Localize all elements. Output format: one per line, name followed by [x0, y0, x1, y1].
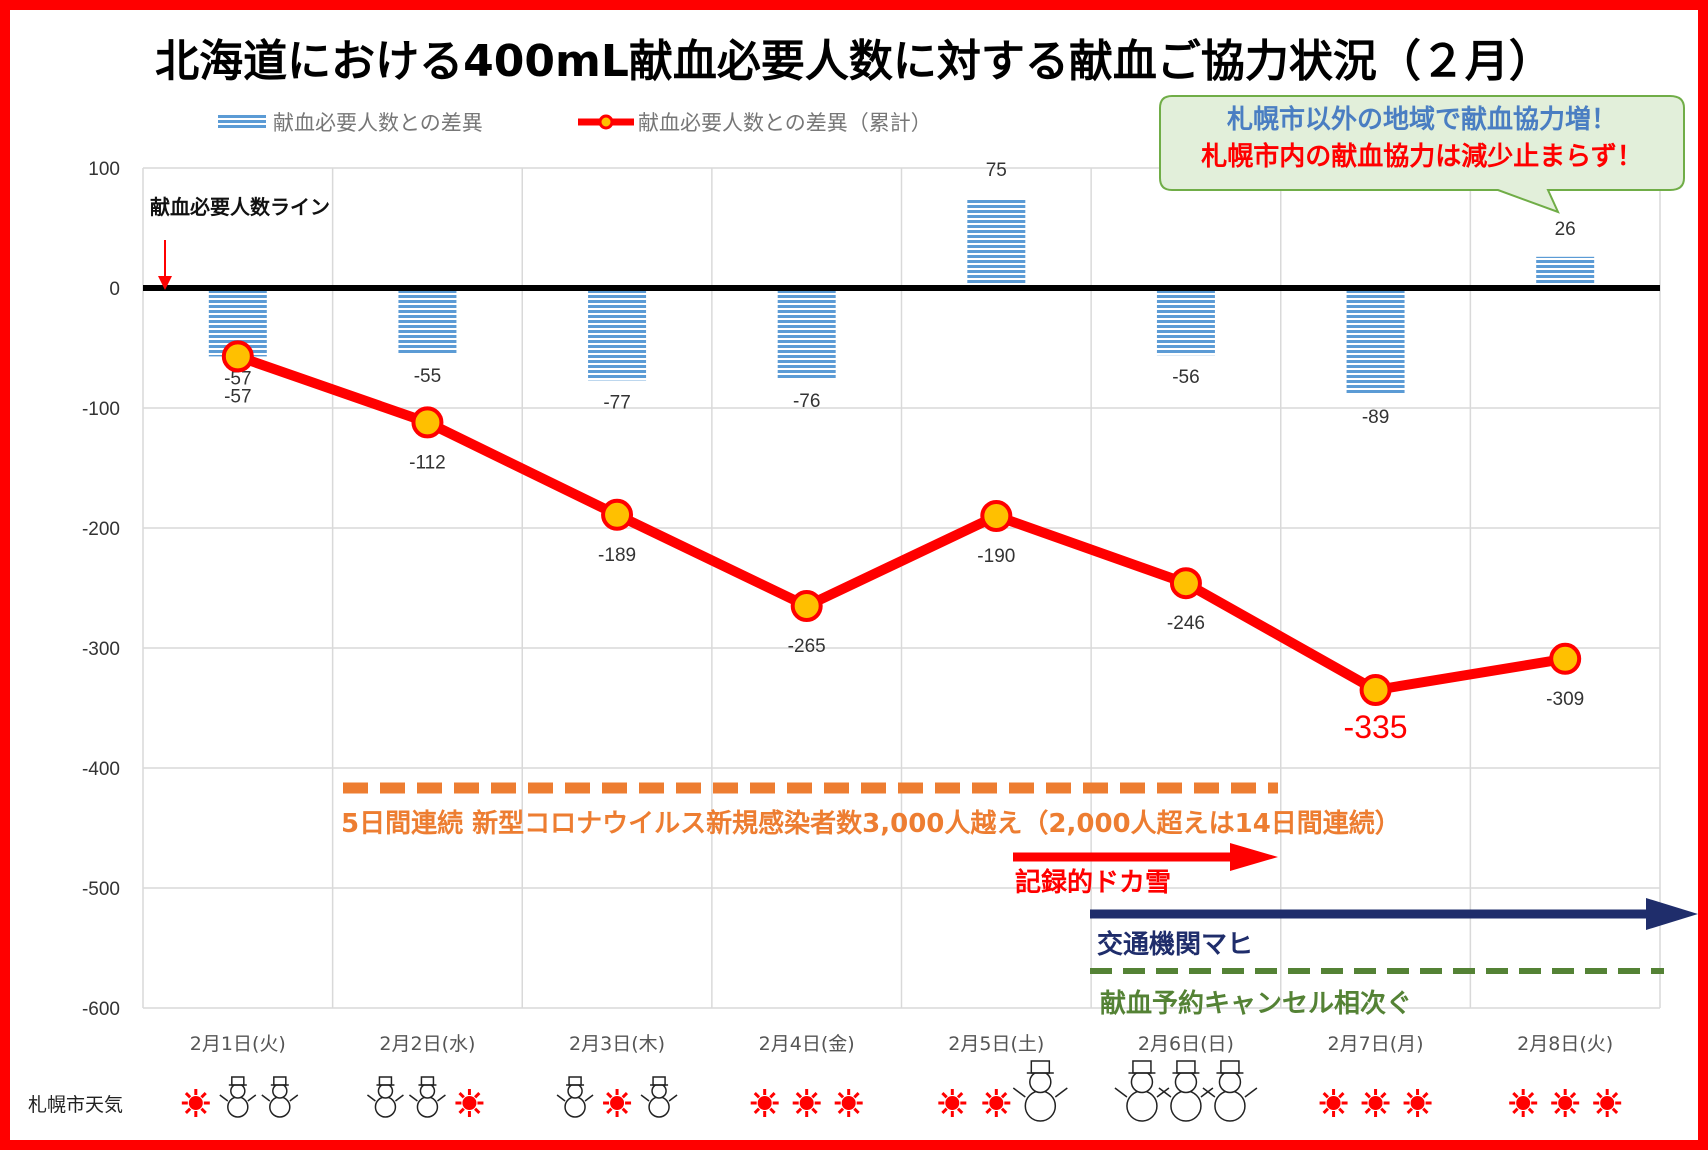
- x-category-label: 2月6日(日): [1138, 1033, 1234, 1055]
- y-tick-label: -500: [82, 879, 120, 900]
- snowman-icon: [1114, 1060, 1170, 1122]
- snowman-icon: [408, 1076, 446, 1118]
- cancel-note: 献血予約キャンセル相次ぐ: [1100, 988, 1412, 1019]
- x-category-label: 2月7日(月): [1328, 1033, 1424, 1055]
- snowman-icon: [556, 1076, 594, 1118]
- chart-title: 北海道における400mL献血必要人数に対する献血ご協力状況（２月）: [155, 36, 1553, 87]
- callout-line-1: 札幌市以外の地域で献血協力増！: [1227, 104, 1617, 135]
- sun-icon: [181, 1089, 210, 1117]
- sun-icon: [834, 1089, 863, 1117]
- bar-data-label: 26: [1555, 219, 1576, 240]
- legend-line-marker: [598, 114, 614, 130]
- bar: [777, 288, 836, 380]
- bar: [1346, 288, 1405, 395]
- y-tick-label: 0: [109, 279, 120, 300]
- baseline-arrow-head: [158, 276, 172, 290]
- bar-data-label: -77: [603, 392, 630, 413]
- y-tick-label: -100: [82, 399, 120, 420]
- line-marker: [601, 498, 634, 531]
- snow-note: 記録的ドカ雪: [1015, 867, 1171, 898]
- x-category-label: 2月5日(土): [948, 1033, 1044, 1055]
- snowman-icon: [1158, 1060, 1214, 1122]
- line-marker: [221, 340, 254, 373]
- y-tick-label: -300: [82, 639, 120, 660]
- y-tick-label: -600: [82, 999, 120, 1020]
- callout-bubble: [1159, 95, 1685, 214]
- line-data-label: -112: [409, 452, 446, 473]
- line-data-label: -309: [1546, 689, 1584, 710]
- sun-icon: [938, 1089, 967, 1117]
- callout: 札幌市以外の地域で献血協力増！ 札幌市内の献血協力は減少止まらず！: [1159, 95, 1685, 214]
- x-category-label: 2月4日(金): [759, 1033, 855, 1055]
- x-axis-categories: 2月1日(火) 2月2日(水) 2月3日(木) 2月4日(金) 2月5日(土) 2月6日(…: [190, 1033, 1613, 1055]
- sun-icon: [1551, 1089, 1580, 1117]
- transport-note: 交通機関マヒ: [1097, 929, 1253, 960]
- sun-icon: [1403, 1089, 1432, 1117]
- callout-line-2: 札幌市内の献血協力は減少止まらず！: [1201, 141, 1642, 172]
- bar: [398, 288, 457, 354]
- x-category-label: 2月1日(火): [190, 1033, 286, 1055]
- weather-label: 札幌市天気: [28, 1094, 123, 1116]
- legend-bar-label: 献血必要人数との差異: [273, 111, 483, 135]
- line-marker: [1549, 642, 1582, 675]
- sun-icon: [982, 1089, 1011, 1117]
- bar: [1536, 256, 1595, 288]
- sun-icon: [1509, 1089, 1538, 1117]
- snowman-icon: [366, 1076, 404, 1118]
- bar-data-label: 75: [986, 160, 1007, 181]
- line-marker: [980, 500, 1013, 532]
- line-marker: [411, 406, 444, 439]
- sun-icon: [1319, 1089, 1348, 1117]
- sun-icon: [792, 1089, 821, 1117]
- x-category-label: 2月2日(水): [379, 1033, 475, 1055]
- bar: [588, 288, 647, 381]
- bar-data-label: -55: [414, 366, 441, 387]
- line-series: -57 -112 -189 -265 -190 -246 -335 -309: [221, 340, 1584, 745]
- sun-icon: [1361, 1089, 1390, 1117]
- bar-data-label: -76: [793, 391, 820, 412]
- sun-icon: [1593, 1089, 1622, 1117]
- line-data-label: -189: [598, 545, 636, 566]
- y-tick-label: -400: [82, 759, 120, 780]
- cumulative-line: [236, 351, 1566, 695]
- sun-icon: [750, 1089, 779, 1117]
- y-tick-label: 100: [88, 159, 120, 180]
- weather-icons: [181, 1060, 1622, 1122]
- line-marker: [790, 590, 823, 622]
- bar-data-label: -56: [1172, 367, 1199, 388]
- line-data-label: -57: [224, 386, 251, 407]
- bar-data-label: -57: [224, 368, 251, 389]
- bar: [967, 198, 1026, 288]
- line-data-label: -246: [1167, 613, 1205, 634]
- line-marker: [1359, 674, 1392, 706]
- bar: [1156, 288, 1215, 356]
- bar-series: -57 -55 -77 -76 75 -56 -89 26: [208, 160, 1595, 428]
- line-data-label: -265: [788, 636, 826, 657]
- y-tick-label: -200: [82, 519, 120, 540]
- covid-note: 5日間連続 新型コロナウイルス新規感染者数3,000人越え（2,000人超えは1…: [341, 808, 1401, 839]
- x-category-label: 2月3日(木): [569, 1033, 665, 1055]
- x-category-label: 2月8日(火): [1517, 1033, 1613, 1055]
- sun-icon: [455, 1089, 484, 1117]
- line-marker: [1169, 567, 1202, 600]
- baseline-label: 献血必要人数ライン: [150, 195, 330, 219]
- sun-icon: [603, 1089, 632, 1117]
- snowman-icon: [219, 1076, 257, 1118]
- snow-arrow-head: [1230, 843, 1278, 871]
- line-data-label: -335: [1344, 709, 1408, 745]
- snowman-icon: [261, 1076, 299, 1118]
- snowman-icon: [640, 1076, 678, 1118]
- snowman-icon: [1202, 1060, 1258, 1122]
- line-data-label: -190: [977, 546, 1015, 567]
- legend-line-label: 献血必要人数との差異（累計）: [638, 111, 932, 135]
- transport-arrow-head: [1646, 898, 1698, 930]
- legend: 献血必要人数との差異 献血必要人数との差異（累計）: [218, 111, 932, 135]
- bar-data-label: -89: [1362, 407, 1389, 428]
- gridlines: [142, 167, 1661, 1009]
- y-axis-ticks: 100 0 -100 -200 -300 -400 -500 -600: [82, 159, 120, 1020]
- legend-bar-swatch: [218, 114, 266, 130]
- snowman-icon: [1012, 1060, 1068, 1122]
